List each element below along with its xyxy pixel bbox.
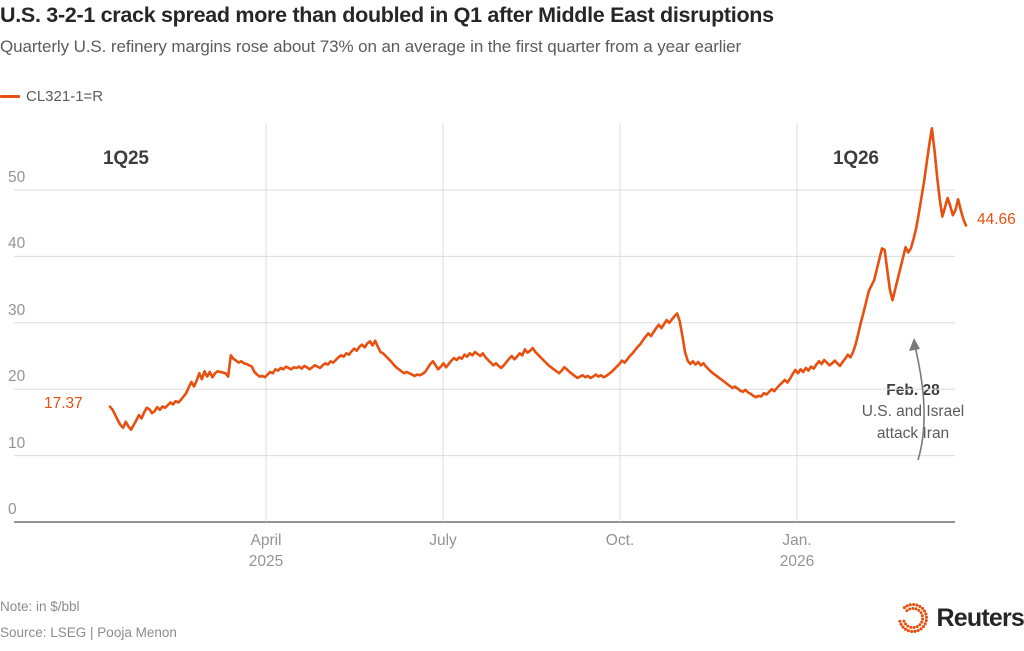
start-value-label: 17.37 <box>44 395 83 412</box>
x-axis-tick-label: July <box>429 532 457 549</box>
quarter-label-1q26: 1Q26 <box>833 148 879 169</box>
page-title: U.S. 3-2-1 crack spread more than double… <box>0 3 774 27</box>
annotation-arrow-head-icon <box>909 338 920 351</box>
reuters-dots-icon <box>897 602 928 633</box>
end-value-label: 44.66 <box>977 211 1016 228</box>
reuters-wordmark: Reuters <box>936 603 1024 632</box>
reuters-logo: Reuters <box>895 600 1024 636</box>
footer-note: Note: in $/bbl <box>0 599 80 614</box>
annotation-line-1: U.S. and Israel <box>861 403 965 420</box>
x-axis-tick-label: Oct. <box>605 532 635 549</box>
annotation-title: Feb. 28 <box>886 382 940 399</box>
y-axis-tick-label: 10 <box>8 434 26 452</box>
y-axis-tick-label: 0 <box>8 501 17 518</box>
legend: CL321-1=R <box>0 88 103 105</box>
footer-source: Source: LSEG | Pooja Menon <box>0 625 177 640</box>
legend-swatch-icon <box>0 95 20 98</box>
legend-label: CL321-1=R <box>26 88 104 105</box>
annotation-line-2: attack Iran <box>876 425 950 442</box>
y-axis-tick-label: 30 <box>8 301 26 319</box>
x-axis-tick-label: April 2025 <box>248 532 284 570</box>
event-annotation: Feb. 28 U.S. and Israel attack Iran <box>838 380 988 445</box>
y-axis-tick-label: 20 <box>8 368 26 386</box>
y-axis-tick-label: 50 <box>8 169 26 186</box>
quarter-label-1q25: 1Q25 <box>103 148 149 169</box>
x-axis-tick-label: Jan. 2026 <box>779 532 815 570</box>
y-axis-tick-label: 40 <box>8 235 26 253</box>
page-subtitle: Quarterly U.S. refinery margins rose abo… <box>0 37 742 56</box>
